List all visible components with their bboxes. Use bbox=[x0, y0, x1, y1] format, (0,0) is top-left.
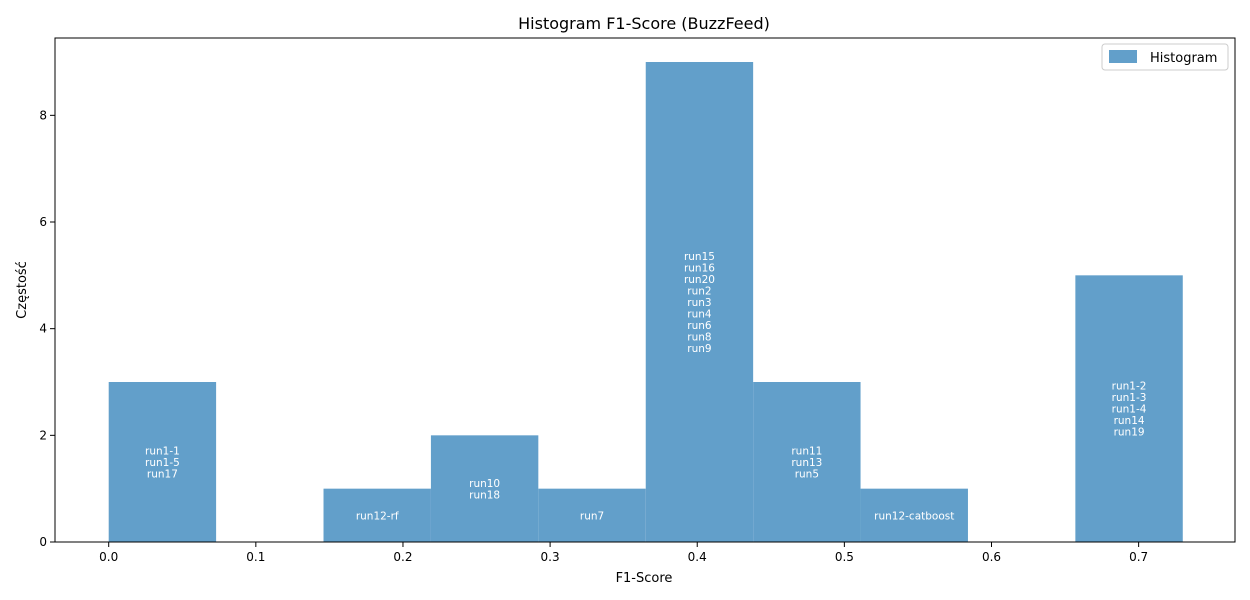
bar-run-label: run16 bbox=[684, 263, 715, 275]
bar-run-label: run12-rf bbox=[356, 510, 399, 522]
legend: Histogram bbox=[1101, 43, 1229, 71]
histogram-bar bbox=[430, 435, 539, 542]
plot-frame bbox=[54, 37, 1236, 543]
bars-group bbox=[108, 62, 1183, 542]
bar-run-label: run15 bbox=[684, 251, 715, 263]
bar-run-label: run12-catboost bbox=[874, 510, 954, 522]
bar-run-label: run3 bbox=[687, 297, 711, 309]
bar-run-label: run2 bbox=[687, 286, 711, 298]
y-tick-label: 6 bbox=[39, 215, 47, 229]
bar-run-label: run7 bbox=[580, 510, 604, 522]
bar-run-label: run4 bbox=[687, 309, 712, 321]
bar-run-label: run8 bbox=[687, 332, 711, 344]
bar-run-label: run1-2 bbox=[1112, 381, 1147, 393]
y-axis-label: Częstość bbox=[15, 261, 30, 319]
histogram-bar bbox=[108, 382, 217, 542]
y-tick-label: 8 bbox=[39, 108, 47, 122]
legend-swatch bbox=[1109, 50, 1137, 63]
x-tick-label: 0.3 bbox=[541, 550, 560, 564]
bar-run-label: run5 bbox=[795, 469, 819, 481]
x-tick-label: 0.6 bbox=[982, 550, 1001, 564]
bar-run-label: run19 bbox=[1114, 427, 1145, 439]
histogram-bar bbox=[1075, 275, 1183, 542]
x-tick-label: 0.2 bbox=[393, 550, 412, 564]
bar-run-label: run20 bbox=[684, 274, 715, 286]
histogram-bar bbox=[753, 382, 861, 542]
bar-run-label: run11 bbox=[791, 446, 822, 458]
legend-label: Histogram bbox=[1150, 51, 1217, 66]
y-tick-label: 2 bbox=[39, 428, 47, 442]
x-tick-label: 0.4 bbox=[688, 550, 707, 564]
bar-run-label: run1-4 bbox=[1112, 404, 1147, 416]
y-axis-ticks: 0 2 4 6 8 bbox=[39, 108, 55, 549]
bar-run-label: run18 bbox=[469, 489, 500, 501]
histogram-bar bbox=[538, 488, 646, 542]
bar-run-label: run10 bbox=[469, 478, 500, 490]
x-axis-ticks: 0.0 0.1 0.2 0.3 0.4 0.5 0.6 0.7 bbox=[99, 542, 1148, 564]
bar-run-label: run13 bbox=[791, 457, 822, 469]
chart-title: Histogram F1-Score (BuzzFeed) bbox=[518, 14, 770, 33]
histogram-bar bbox=[860, 488, 968, 542]
bar-run-label: run14 bbox=[1114, 415, 1145, 427]
y-tick-label: 4 bbox=[39, 322, 47, 336]
histogram-bar bbox=[645, 62, 754, 542]
bar-run-label: run9 bbox=[687, 343, 711, 355]
bar-run-label: run6 bbox=[687, 320, 712, 332]
y-tick-label: 0 bbox=[39, 535, 47, 549]
bar-run-label: run1-3 bbox=[1112, 392, 1147, 404]
bar-run-label: run17 bbox=[147, 469, 178, 481]
x-tick-label: 0.0 bbox=[99, 550, 118, 564]
histogram-bar bbox=[323, 488, 431, 542]
x-axis-label: F1-Score bbox=[616, 571, 673, 586]
bar-run-label: run1-5 bbox=[145, 457, 180, 469]
x-tick-label: 0.5 bbox=[835, 550, 854, 564]
bar-run-label: run1-1 bbox=[145, 446, 180, 458]
x-tick-label: 0.7 bbox=[1129, 550, 1148, 564]
x-tick-label: 0.1 bbox=[246, 550, 265, 564]
